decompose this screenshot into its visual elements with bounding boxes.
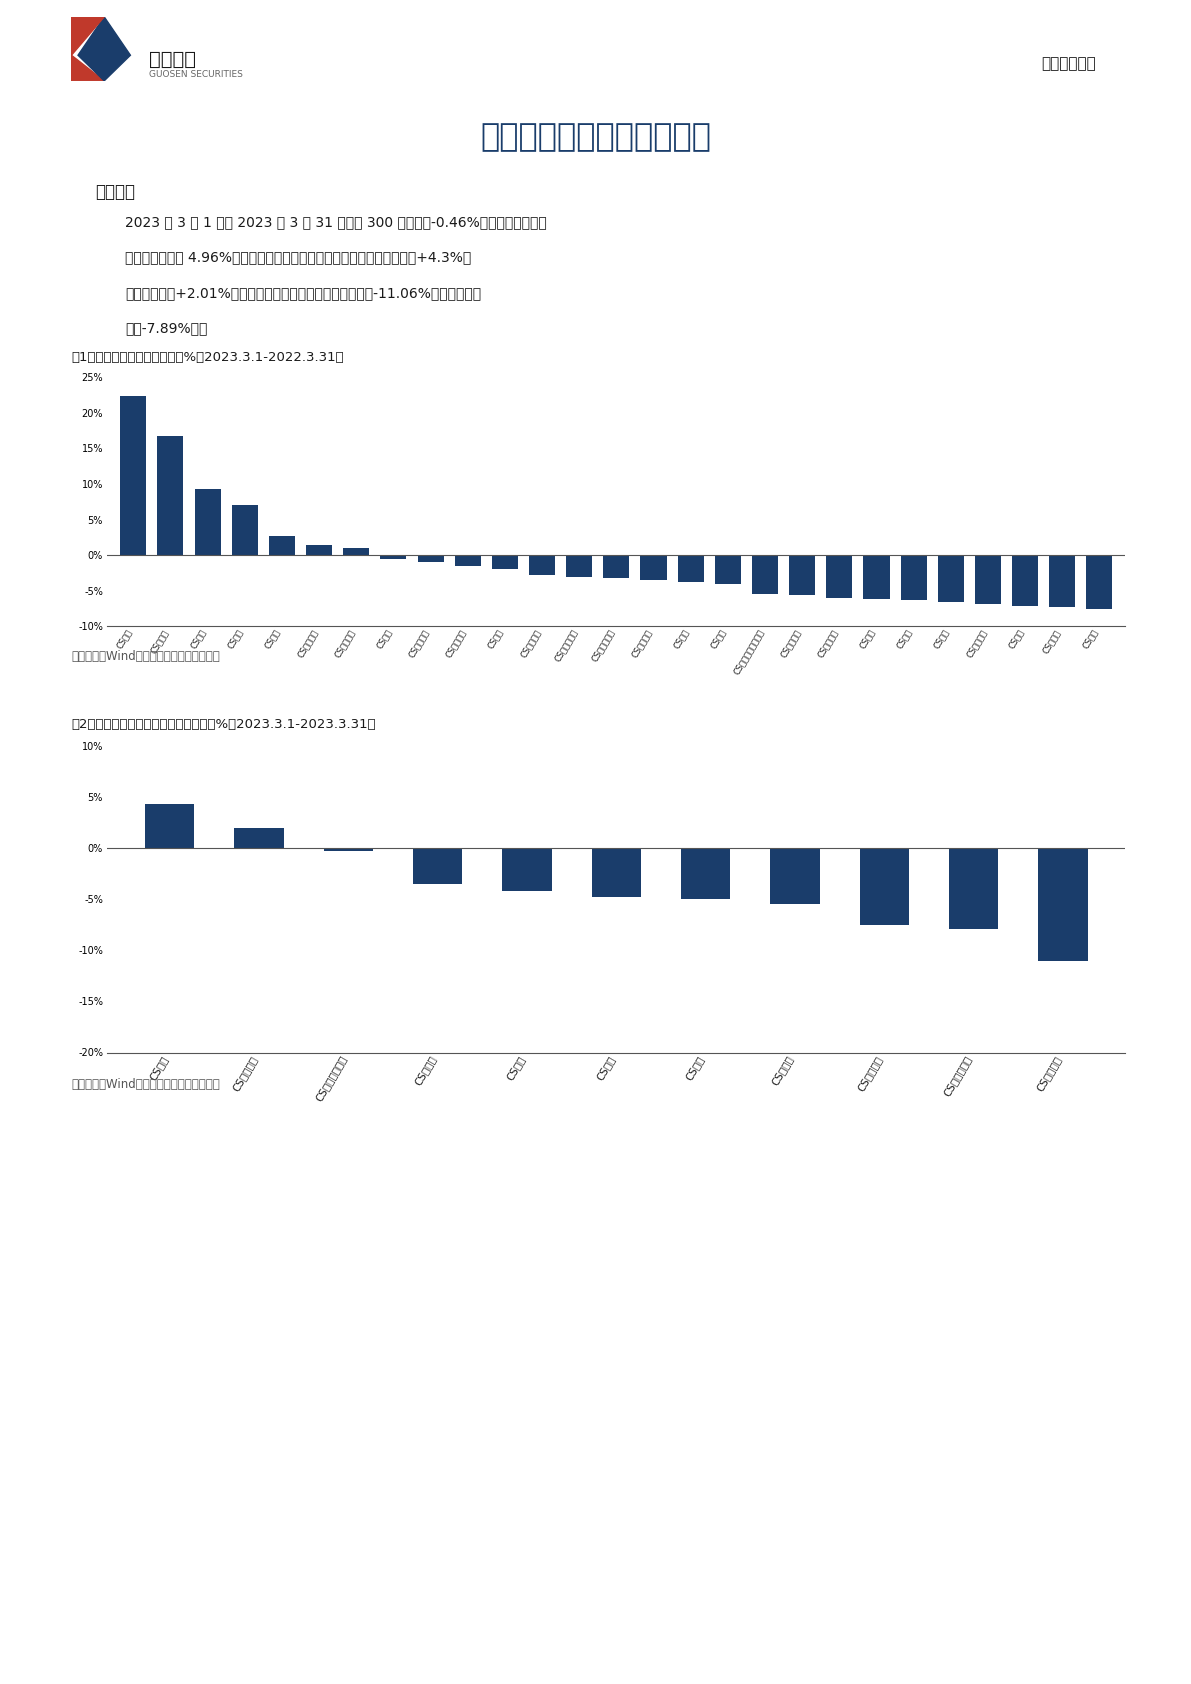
Bar xyxy=(306,546,332,556)
Text: 新能源板块下跌 4.96%，在电新二级子板块中，涨幅前二的板块为核电（+4.3%）: 新能源板块下跌 4.96%，在电新二级子板块中，涨幅前二的板块为核电（+4.3%… xyxy=(125,251,472,264)
Bar xyxy=(157,436,183,556)
Bar xyxy=(145,805,194,849)
Bar xyxy=(715,556,741,584)
Bar xyxy=(529,556,555,576)
Bar xyxy=(752,556,778,594)
Bar xyxy=(860,849,909,925)
Bar xyxy=(1086,556,1112,610)
Text: 2023 年 3 月 1 日到 2023 年 3 月 31 日沪深 300 指数下跌-0.46%，其中电力设备与: 2023 年 3 月 1 日到 2023 年 3 月 31 日沪深 300 指数… xyxy=(125,216,547,229)
Bar xyxy=(413,849,462,884)
Bar xyxy=(863,556,890,600)
Text: 板块回顾: 板块回顾 xyxy=(95,184,136,200)
Bar xyxy=(492,556,518,569)
Bar xyxy=(1039,849,1087,962)
Bar xyxy=(641,556,667,581)
Bar xyxy=(235,827,283,849)
Bar xyxy=(949,849,998,930)
Bar xyxy=(418,556,443,562)
Bar xyxy=(937,556,964,601)
Bar xyxy=(503,849,551,891)
Bar xyxy=(120,396,146,556)
Text: 和燃料电池（+2.01%），涨幅末两名的板块为：光伏设备（-11.06%）和锂电化学: 和燃料电池（+2.01%），涨幅末两名的板块为：光伏设备（-11.06%）和锂电… xyxy=(125,286,481,300)
Bar xyxy=(343,547,369,556)
Bar xyxy=(678,556,704,581)
Text: 资料来源：Wind，国信证券经济研究所整理: 资料来源：Wind，国信证券经济研究所整理 xyxy=(71,1078,220,1091)
Bar xyxy=(232,505,257,556)
Bar xyxy=(194,488,220,556)
Bar xyxy=(790,556,815,594)
Bar xyxy=(681,849,730,899)
Text: 证券研究报告: 证券研究报告 xyxy=(1041,57,1096,71)
Bar xyxy=(771,849,819,904)
Polygon shape xyxy=(71,56,105,81)
Bar xyxy=(592,849,641,898)
Bar xyxy=(1049,556,1075,608)
Text: 品（-7.89%）。: 品（-7.89%）。 xyxy=(125,322,207,335)
Text: 电力设备与新能源市场回顾: 电力设备与新能源市场回顾 xyxy=(480,123,711,153)
Bar xyxy=(827,556,853,598)
Bar xyxy=(455,556,481,566)
Text: GUOSEN SECURITIES: GUOSEN SECURITIES xyxy=(149,69,243,79)
Bar xyxy=(900,556,927,600)
Bar xyxy=(1012,556,1039,606)
Bar xyxy=(324,849,373,850)
Text: 图1：中信一级行业月涨跌幅（%，2023.3.1-2022.3.31）: 图1：中信一级行业月涨跌幅（%，2023.3.1-2022.3.31） xyxy=(71,350,344,364)
Text: 资料来源：Wind，国信证券经济研究所整理: 资料来源：Wind，国信证券经济研究所整理 xyxy=(71,650,220,663)
Polygon shape xyxy=(71,17,105,56)
Bar xyxy=(269,536,295,556)
Text: 国信证券: 国信证券 xyxy=(149,49,195,69)
Text: 图2：电气设备及新能源子行业涨跌幅（%，2023.3.1-2023.3.31）: 图2：电气设备及新能源子行业涨跌幅（%，2023.3.1-2023.3.31） xyxy=(71,717,376,731)
Bar xyxy=(566,556,592,576)
Bar xyxy=(975,556,1000,603)
Bar xyxy=(604,556,629,578)
Bar xyxy=(380,556,406,559)
Polygon shape xyxy=(77,17,131,81)
